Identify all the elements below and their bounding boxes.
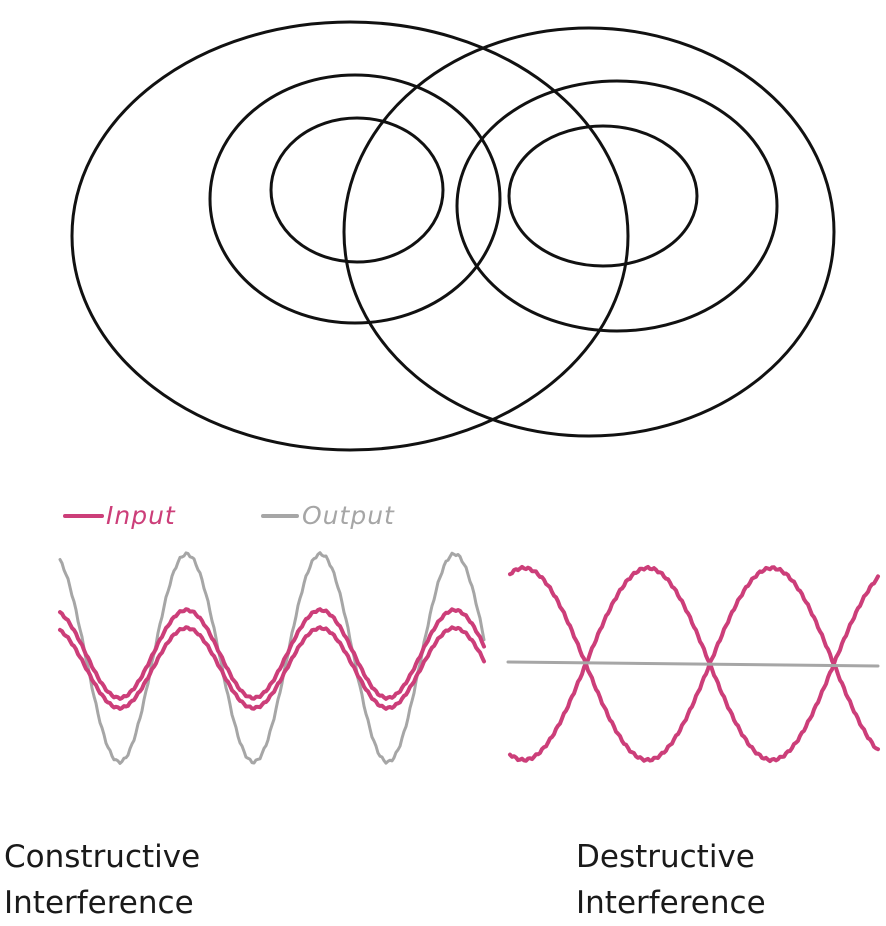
destructive-interference-plot <box>506 564 880 764</box>
legend: Input Output <box>63 501 395 530</box>
ripple-right-middle <box>455 79 779 333</box>
ripple-left-inner <box>269 116 445 264</box>
ripple-left-outer <box>70 20 630 452</box>
legend-input-label: Input <box>106 501 176 530</box>
destructive-caption: Destructive Interference <box>576 834 766 926</box>
ripple-source-right <box>342 26 836 438</box>
ripple-source-left <box>70 20 630 452</box>
input-wave-2 <box>58 625 486 711</box>
constructive-caption: Constructive Interference <box>4 834 200 926</box>
destructive-caption-line2: Interference <box>576 885 766 921</box>
ripple-left-middle <box>208 73 502 325</box>
ripple-right-outer <box>342 26 836 438</box>
ripple-right-inner <box>507 124 699 268</box>
output-wave <box>506 660 880 668</box>
constructive-caption-line1: Constructive <box>4 839 201 875</box>
input-wave-1 <box>58 607 486 701</box>
output-wave <box>58 551 486 765</box>
destructive-caption-line1: Destructive <box>576 839 755 875</box>
input-wave-1 <box>508 564 880 763</box>
legend-output-label: Output <box>302 501 395 530</box>
constructive-interference-plot <box>58 551 486 765</box>
input-wave-2 <box>508 564 880 764</box>
constructive-caption-line2: Interference <box>4 885 194 921</box>
